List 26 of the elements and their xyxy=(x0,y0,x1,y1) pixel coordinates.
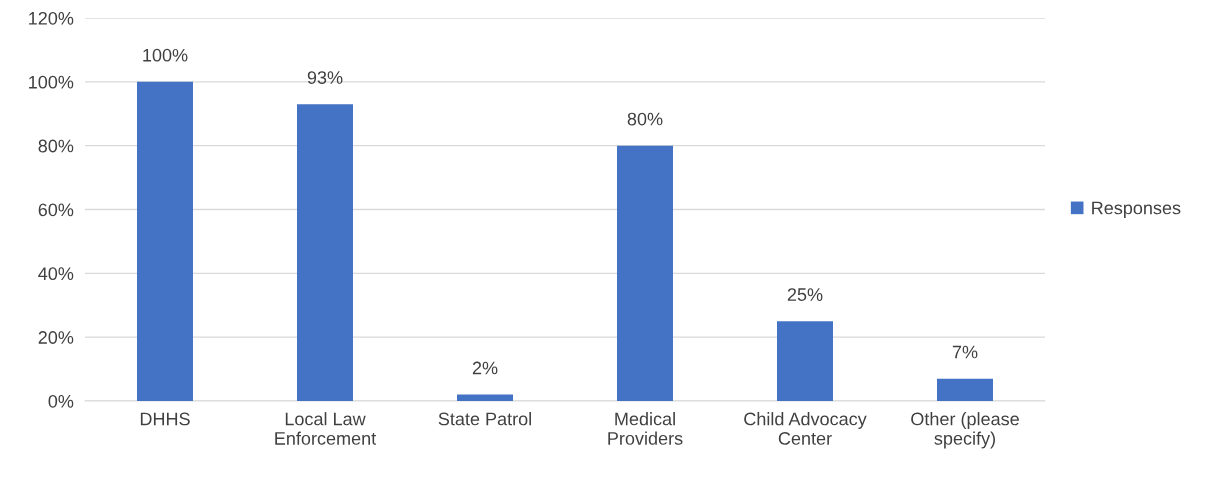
legend-label: Responses xyxy=(1092,201,1181,218)
x-tick-label: Local Law Enforcement xyxy=(275,412,377,445)
x-tick-label: Other (please specify) xyxy=(911,412,1019,449)
bar xyxy=(297,104,353,401)
bar xyxy=(137,81,193,401)
y-tick-label: 20% xyxy=(38,331,74,344)
bar xyxy=(937,378,993,401)
y-tick-label: 80% xyxy=(38,139,74,153)
data-label: 25% xyxy=(787,288,823,301)
bar xyxy=(617,145,673,401)
data-label: 93% xyxy=(307,71,343,84)
y-tick-label: 120% xyxy=(29,11,74,25)
data-label: 7% xyxy=(952,345,978,359)
x-tick-label: Child Advocacy Center xyxy=(744,412,867,445)
y-tick-label: 40% xyxy=(38,267,74,281)
x-tick-label: Medical Providers xyxy=(608,412,683,445)
bar xyxy=(457,394,513,401)
y-tick-label: 0% xyxy=(48,394,74,408)
data-label: 100% xyxy=(143,48,188,62)
data-label: 80% xyxy=(627,112,663,126)
bar xyxy=(777,321,833,401)
y-tick-label: 100% xyxy=(29,75,74,89)
x-tick-label: DHHS xyxy=(140,412,190,426)
x-tick-label: State Patrol xyxy=(438,412,531,426)
data-label: 2% xyxy=(472,361,498,375)
y-tick-label: 60% xyxy=(38,203,74,217)
